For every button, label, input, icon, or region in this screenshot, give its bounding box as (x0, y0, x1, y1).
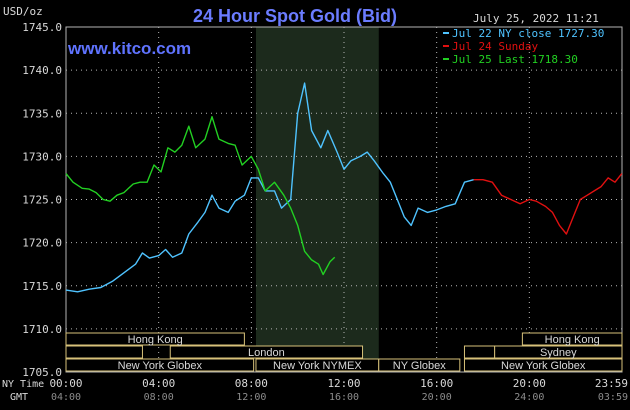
chart-title: 24 Hour Spot Gold (Bid) (193, 6, 397, 26)
session-box (378, 358, 461, 372)
session-label: New York NYMEX (273, 360, 362, 372)
x-axis-ticks: 00:00 04:00 04:00 08:00 08:00 12:00 12:00 16:00… (49, 377, 628, 403)
session-label: Hong Kong (128, 334, 183, 346)
y-tick-label: 1720.0 (22, 237, 62, 250)
datetime-label: July 25, 2022 11:21 (473, 12, 599, 25)
y-axis-ticks: 1745.0 1740.0 1735.0 1730.0 1725.0 1720.0 1715… (22, 21, 62, 379)
session-label: Sydney (540, 347, 577, 359)
y-tick-label: 1730.0 (22, 150, 62, 163)
session-label: Hong Kong (545, 334, 600, 346)
session-box (521, 332, 623, 346)
y-tick-label: 1740.0 (22, 64, 62, 77)
x-tick-label-gmt: 16:00 (329, 392, 359, 403)
session-label: NY Globex (393, 360, 446, 372)
gmt-label: GMT (10, 392, 28, 403)
y-tick-label: 1735.0 (22, 107, 62, 120)
unit-label: USD/oz (3, 5, 43, 18)
session-box (65, 358, 255, 372)
price-series (65, 82, 623, 293)
x-tick-label-ny: 12:00 (327, 377, 360, 390)
x-tick-label-gmt: 04:00 (51, 392, 81, 403)
plot-frame (65, 26, 623, 373)
session-box (463, 345, 496, 359)
x-tick-label-ny: 20:00 (513, 377, 546, 390)
session-box (463, 358, 623, 372)
x-tick-label-ny: 00:00 (49, 377, 82, 390)
series-line-0 (65, 82, 474, 293)
session-box (65, 345, 143, 359)
y-tick-label: 1710.0 (22, 323, 62, 336)
x-tick-label-gmt: 24:00 (514, 392, 544, 403)
ny-time-label: NY Time (2, 379, 44, 390)
session-label: London (248, 347, 285, 359)
legend: Jul 22 NY close 1727.30 Jul 24 Sunday Ju… (443, 27, 604, 66)
x-tick-label-ny: 23:59 (595, 377, 628, 390)
y-tick-label: 1715.0 (22, 280, 62, 293)
y-tick-label: 1745.0 (22, 21, 62, 34)
session-box (65, 332, 245, 346)
y-tick-label: 1705.0 (22, 366, 62, 379)
grid-lines (65, 26, 623, 373)
x-tick-label-ny: 16:00 (420, 377, 453, 390)
legend-entry-jul25: Jul 25 Last 1718.30 (452, 53, 578, 66)
site-watermark: www.kitco.com (67, 39, 191, 58)
series-line-2 (65, 116, 336, 276)
x-tick-label-gmt: 08:00 (144, 392, 174, 403)
x-tick-label-ny: 08:00 (235, 377, 268, 390)
y-tick-label: 1725.0 (22, 194, 62, 207)
nymex-band (255, 27, 379, 372)
x-tick-label-gmt: 20:00 (422, 392, 452, 403)
session-box (169, 345, 364, 359)
legend-entry-jul22: Jul 22 NY close 1727.30 (452, 27, 604, 40)
trading-sessions: Hong Kong London New York Globex New York N… (65, 332, 623, 372)
session-label: New York Globex (118, 360, 203, 372)
x-tick-label-gmt: 12:00 (236, 392, 266, 403)
series-line-1 (473, 173, 623, 235)
x-tick-label-ny: 04:00 (142, 377, 175, 390)
session-label: New York Globex (501, 360, 586, 372)
legend-entry-jul24: Jul 24 Sunday (452, 40, 538, 53)
x-tick-label-gmt: 03:59 (598, 392, 628, 403)
